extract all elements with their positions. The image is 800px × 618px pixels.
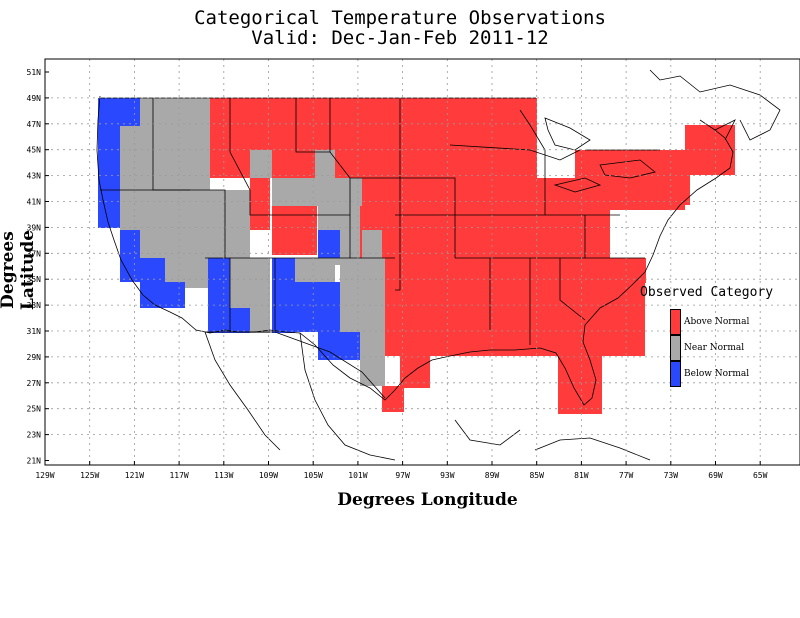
lat-tick-label: 29N [27, 353, 42, 362]
lat-tick-label: 49N [27, 94, 42, 103]
lon-tick-label: 93W [440, 471, 455, 480]
lat-tick-label: 39N [27, 223, 42, 232]
legend-label-near: Near Normal [684, 343, 745, 353]
legend-label-below: Below Normal [684, 369, 750, 379]
lat-tick-label: 23N [27, 431, 42, 440]
category-cell-above [272, 150, 292, 178]
west-coast-outline [96, 95, 734, 406]
lat-tick-label: 47N [27, 120, 42, 129]
lon-tick-label: 113W [214, 471, 233, 480]
lon-tick-label: 105W [304, 471, 323, 480]
category-cell-above [272, 205, 317, 255]
map-frame [44, 58, 800, 466]
category-cell-near [250, 150, 272, 178]
category-cell-near [140, 190, 250, 260]
lat-tick-label: 31N [27, 327, 42, 336]
lat-tick-label: 41N [27, 198, 42, 207]
category-cell-above [330, 98, 536, 178]
category-cell-below [140, 258, 165, 308]
lon-tick-label: 117W [169, 471, 188, 480]
lon-tick-label: 81W [574, 471, 589, 480]
category-cell-below [228, 308, 250, 333]
legend-swatch-near [670, 335, 681, 361]
lat-tick-label: 45N [27, 146, 42, 155]
lat-tick-label: 35N [27, 275, 42, 284]
category-cell-below [318, 230, 340, 258]
state-line [205, 257, 231, 332]
category-cell-above [250, 178, 270, 230]
lat-tick-label: 21N [27, 457, 42, 466]
lon-tick-label: 89W [485, 471, 500, 480]
mexico-border [205, 331, 386, 399]
category-cell-near [315, 150, 335, 178]
map-title: Categorical Temperature Observations [194, 7, 606, 29]
legend-swatch-below [670, 361, 681, 387]
great-lakes [544, 117, 591, 151]
map-subtitle: Valid: Dec-Jan-Feb 2011-12 [251, 27, 549, 49]
x-axis-label: Degrees Longitude [337, 490, 518, 510]
lat-tick-label: 51N [27, 68, 42, 77]
legend-label-above: Above Normal [684, 317, 750, 327]
category-cell-above [400, 356, 430, 388]
lat-tick-label: 33N [27, 301, 42, 310]
category-cell-below [120, 230, 140, 282]
lon-tick-label: 121W [125, 471, 144, 480]
category-cell-below [272, 258, 295, 333]
lon-tick-label: 85W [529, 471, 544, 480]
lat-lon-grid [45, 59, 800, 465]
axis-ticks: 51N 49N 47N 45N 43N 41N 39N 37N 35N 33N 31N 29N 27N 2… [27, 68, 768, 480]
lon-tick-label: 77W [619, 471, 634, 480]
baja-coast [204, 331, 281, 451]
legend-swatch-above [670, 309, 681, 335]
cuba-coast [534, 437, 651, 461]
category-cell-above [385, 298, 495, 356]
great-lakes [599, 159, 656, 179]
lon-tick-label: 101W [348, 471, 367, 480]
category-cell-above [655, 175, 690, 205]
category-cell-below [98, 98, 120, 228]
category-cells [98, 98, 735, 414]
lon-tick-label: 69W [708, 471, 723, 480]
lat-tick-label: 43N [27, 172, 42, 181]
state-line [519, 109, 546, 215]
category-cell-near [360, 358, 385, 386]
category-cell-below [295, 282, 340, 332]
lat-tick-label: 25N [27, 405, 42, 414]
great-lakes [553, 177, 602, 193]
category-cell-above [360, 178, 610, 258]
lon-tick-label: 109W [259, 471, 278, 480]
mexico-coast [299, 332, 396, 461]
state-line [350, 177, 456, 258]
canada-coast [699, 119, 736, 141]
category-cell-below [318, 332, 360, 360]
canada-coast [649, 69, 781, 141]
lat-tick-label: 37N [27, 249, 42, 258]
category-cell-near [362, 230, 382, 258]
state-line [559, 258, 586, 321]
lon-tick-label: 129W [35, 471, 54, 480]
category-cell-above [382, 386, 404, 412]
category-cell-below [165, 282, 185, 308]
lon-tick-label: 97W [395, 471, 410, 480]
state-line [395, 98, 401, 291]
lon-tick-label: 65W [753, 471, 768, 480]
state-boundaries [96, 69, 781, 461]
lat-tick-label: 27N [27, 379, 42, 388]
category-cell-below [208, 258, 230, 333]
category-cell-below [120, 98, 140, 126]
lon-tick-label: 125W [80, 471, 99, 480]
lon-tick-label: 73W [664, 471, 679, 480]
category-cell-above [685, 125, 735, 175]
state-line [229, 98, 350, 216]
yucatan-coast [454, 419, 521, 446]
legend-title: Observed Category [640, 285, 774, 300]
category-cell-above [558, 356, 602, 414]
state-line [100, 189, 226, 258]
